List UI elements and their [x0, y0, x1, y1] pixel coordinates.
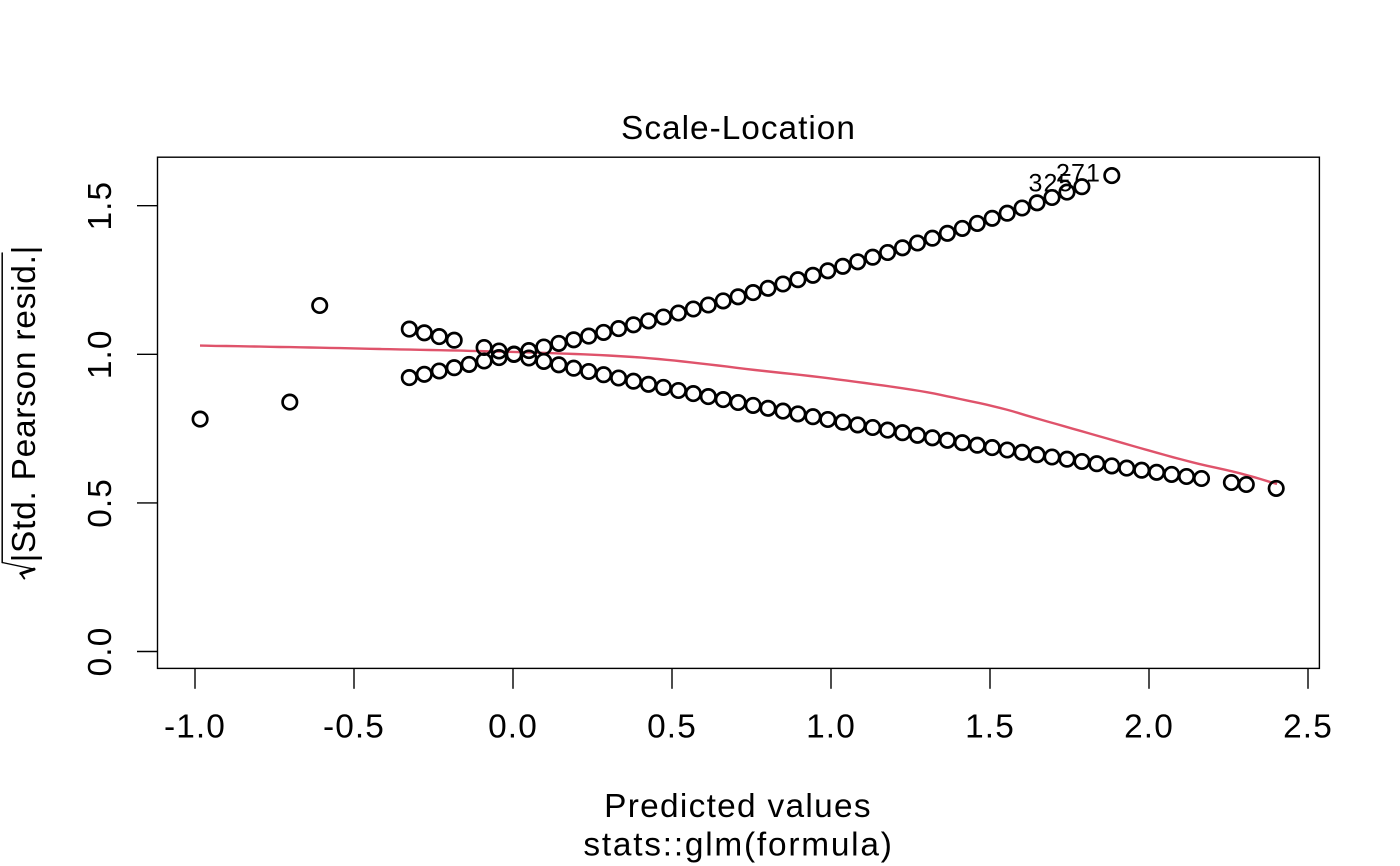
svg-text:1.0: 1.0 [82, 329, 119, 379]
svg-text:-1.0: -1.0 [164, 709, 226, 746]
svg-text:1.5: 1.5 [965, 709, 1015, 746]
svg-text:1.0: 1.0 [806, 709, 856, 746]
svg-text:1.5: 1.5 [82, 181, 119, 231]
svg-text:-0.5: -0.5 [323, 709, 385, 746]
svg-text:0.0: 0.0 [488, 709, 538, 746]
svg-text:325: 325 [1028, 170, 1073, 198]
svg-text:Scale-Location: Scale-Location [621, 110, 856, 147]
svg-text:0.5: 0.5 [82, 478, 119, 528]
svg-text:stats::glm(formula): stats::glm(formula) [583, 827, 893, 864]
svg-text:2.0: 2.0 [1124, 709, 1174, 746]
svg-text:271: 271 [1056, 159, 1101, 187]
svg-text:0.0: 0.0 [82, 627, 119, 677]
svg-text:Predicted values: Predicted values [604, 788, 872, 825]
svg-text:0.5: 0.5 [647, 709, 697, 746]
svg-text:|Std. Pearson resid.|: |Std. Pearson resid.| [6, 245, 43, 562]
svg-text:2.5: 2.5 [1283, 709, 1333, 746]
